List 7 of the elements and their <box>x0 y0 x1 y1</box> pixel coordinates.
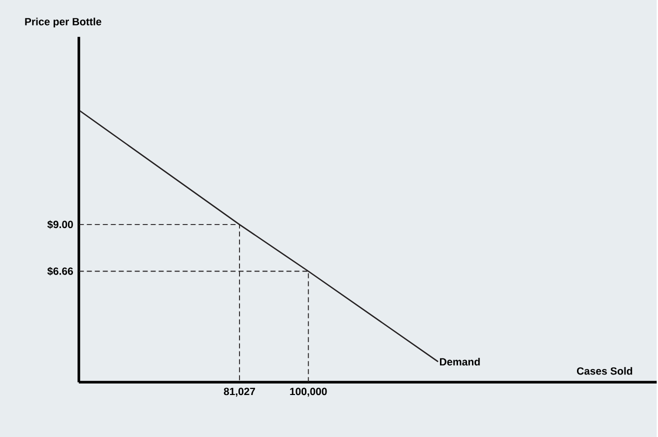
x-tick-label: 100,000 <box>290 388 327 397</box>
y-tick-label: $9.00 <box>47 220 73 229</box>
annotation: Demand <box>440 358 480 366</box>
y-tick-label: $6.66 <box>47 266 73 276</box>
x-tick-label: 81,027 <box>224 388 256 397</box>
y-axis-title: Price per Bottle <box>25 18 102 28</box>
x-axis-title: Cases Sold <box>576 367 632 375</box>
